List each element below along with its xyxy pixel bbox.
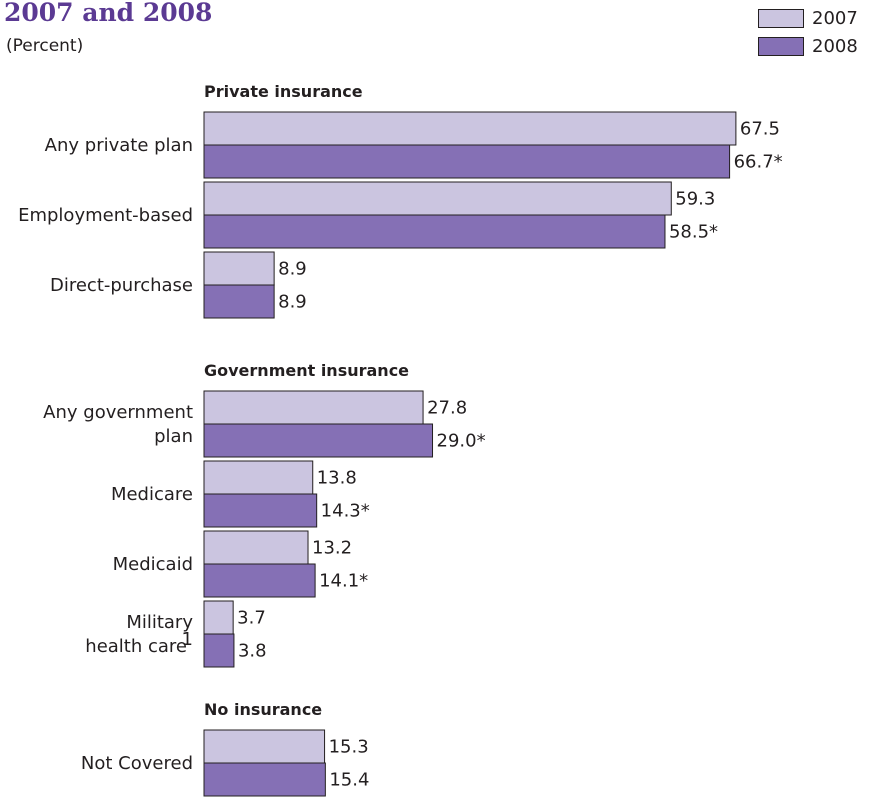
value-label-employment-based-2008: 58.5* <box>669 222 718 243</box>
bar-military-health-care-2008 <box>203 633 235 668</box>
bar-military-health-care-2007 <box>203 600 234 635</box>
footnote-marker-military-health-care: 1 <box>182 629 193 650</box>
bar-direct-purchase-2007 <box>203 251 275 286</box>
category-label-military-health-care: Military health care <box>85 612 193 657</box>
bar-any-government-plan-2007 <box>203 390 424 425</box>
legend-label-2007: 2007 <box>812 7 858 29</box>
bar-medicaid-2008 <box>203 563 316 598</box>
category-label-any-government-plan: Any government plan <box>43 402 193 447</box>
legend-item-2008: 2008 <box>758 34 858 58</box>
legend-swatch-2007 <box>758 8 804 28</box>
bar-any-private-plan-2008 <box>203 144 731 179</box>
group-heading-private-insurance: Private insurance <box>204 82 363 101</box>
value-label-any-private-plan-2008: 66.7* <box>734 152 783 173</box>
category-label-medicare: Medicare <box>111 484 193 505</box>
legend: 2007 2008 <box>758 6 858 62</box>
value-label-medicare-2008: 14.3* <box>321 501 370 522</box>
value-label-direct-purchase-2008: 8.9 <box>278 292 307 313</box>
bar-employment-based-2007 <box>203 181 672 216</box>
value-label-military-health-care-2008: 3.8 <box>238 641 267 662</box>
bar-any-government-plan-2008 <box>203 423 434 458</box>
legend-item-2007: 2007 <box>758 6 858 30</box>
bar-employment-based-2008 <box>203 214 666 249</box>
value-label-military-health-care-2007: 3.7 <box>237 608 266 629</box>
bar-medicaid-2007 <box>203 530 309 565</box>
category-label-medicaid: Medicaid <box>113 554 193 575</box>
bar-any-private-plan-2007 <box>203 111 737 146</box>
value-label-medicaid-2007: 13.2 <box>312 538 352 559</box>
category-label-any-private-plan: Any private plan <box>45 135 193 156</box>
bar-not-covered-2007 <box>203 729 326 764</box>
group-heading-government-insurance: Government insurance <box>204 361 409 380</box>
value-label-direct-purchase-2007: 8.9 <box>278 259 307 280</box>
group-heading-no-insurance: No insurance <box>204 700 322 719</box>
category-label-not-covered: Not Covered <box>81 753 193 774</box>
value-label-any-government-plan-2008: 29.0* <box>437 431 486 452</box>
bar-medicare-2008 <box>203 493 318 528</box>
bar-not-covered-2008 <box>203 762 326 797</box>
value-label-any-government-plan-2007: 27.8 <box>427 398 467 419</box>
category-label-employment-based: Employment-based <box>18 205 193 226</box>
value-label-medicaid-2008: 14.1* <box>319 571 368 592</box>
legend-swatch-2008 <box>758 36 804 56</box>
value-label-not-covered-2007: 15.3 <box>329 737 369 758</box>
value-label-employment-based-2007: 59.3 <box>675 189 715 210</box>
chart-title: 2007 and 2008 <box>4 0 213 27</box>
value-label-any-private-plan-2007: 67.5 <box>740 119 780 140</box>
value-label-medicare-2007: 13.8 <box>317 468 357 489</box>
legend-label-2008: 2008 <box>812 35 858 57</box>
bar-direct-purchase-2008 <box>203 284 275 319</box>
bar-medicare-2007 <box>203 460 314 495</box>
value-label-not-covered-2008: 15.4 <box>329 770 369 791</box>
category-label-direct-purchase: Direct-purchase <box>50 275 193 296</box>
chart-subtitle: (Percent) <box>6 36 84 56</box>
